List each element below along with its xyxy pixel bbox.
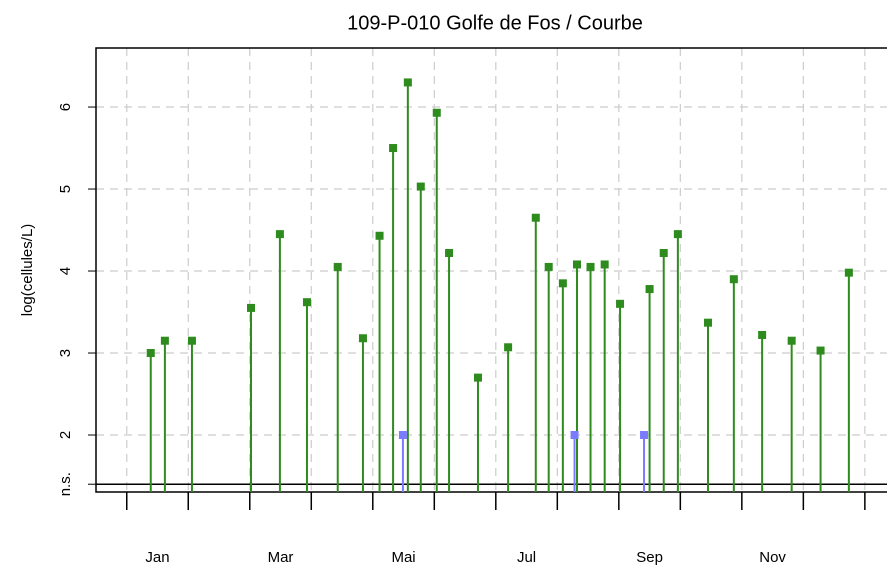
x-tick-label: Jan (145, 549, 169, 566)
y-tick-label: n.s. (57, 472, 74, 496)
point (673, 230, 682, 239)
point (586, 262, 595, 271)
point (645, 285, 654, 294)
point (473, 373, 482, 382)
point (758, 330, 767, 339)
point (445, 248, 454, 257)
point (160, 336, 169, 345)
x-tick-label: Nov (759, 549, 786, 566)
point (558, 279, 567, 288)
chart-title: 109-P-010 Golfe de Fos / Courbe (347, 12, 643, 34)
point (844, 268, 853, 277)
point (531, 213, 540, 222)
point (398, 431, 407, 440)
point (302, 298, 311, 307)
point (187, 336, 196, 345)
point (416, 182, 425, 191)
point (616, 299, 625, 308)
y-tick-label: 5 (57, 185, 74, 193)
y-tick-label: 4 (57, 267, 74, 275)
y-tick-label: 2 (57, 431, 74, 439)
point (247, 303, 256, 312)
point (403, 78, 412, 87)
point (572, 260, 581, 269)
x-tick-label: Mar (268, 549, 294, 566)
y-tick-label: 3 (57, 349, 74, 357)
x-tick-label: Sep (636, 549, 663, 566)
point (729, 275, 738, 284)
point (146, 349, 155, 358)
point (389, 144, 398, 153)
point (570, 431, 579, 440)
point (659, 248, 668, 257)
point (333, 262, 342, 271)
point (358, 334, 367, 343)
point (816, 346, 825, 355)
point (704, 318, 713, 327)
point (544, 262, 553, 271)
y-tick-label: 6 (57, 103, 74, 111)
point (275, 230, 284, 239)
point (600, 260, 609, 269)
point (640, 431, 649, 440)
point (432, 108, 441, 117)
point (375, 231, 384, 240)
x-tick-label: Mai (391, 549, 415, 566)
point (504, 343, 513, 352)
plot-frame (95, 47, 887, 493)
y-axis-label: log(cellules/L) (19, 224, 36, 317)
x-tick-label: Jul (517, 549, 536, 566)
point (787, 336, 796, 345)
